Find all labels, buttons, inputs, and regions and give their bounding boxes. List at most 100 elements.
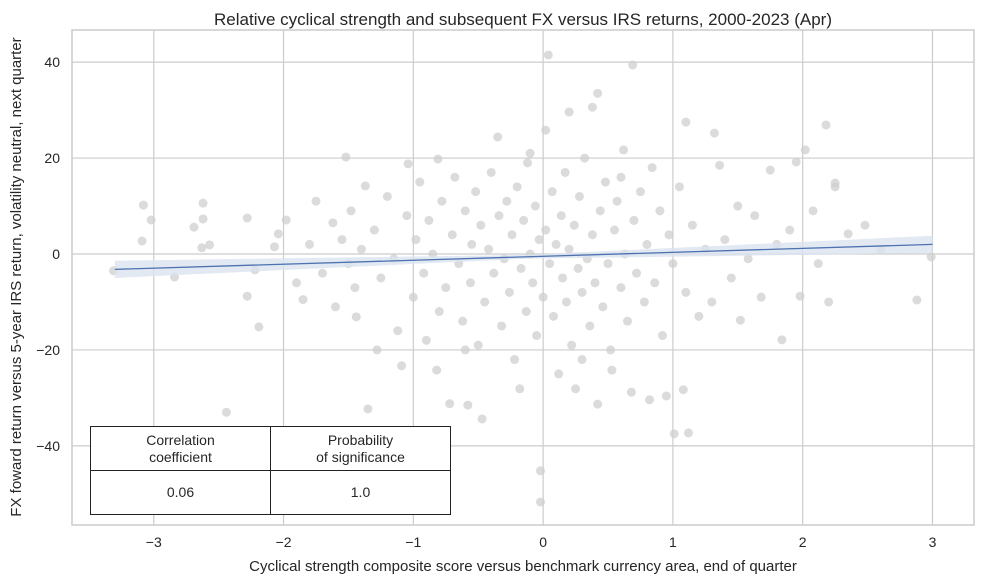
data-point bbox=[254, 322, 264, 332]
y-tick-label: −40 bbox=[36, 438, 60, 454]
data-point bbox=[507, 230, 517, 240]
data-point bbox=[709, 128, 719, 138]
data-point bbox=[534, 235, 544, 245]
data-point bbox=[635, 187, 645, 197]
data-point bbox=[372, 345, 382, 355]
data-point bbox=[532, 331, 542, 341]
data-point bbox=[616, 172, 626, 182]
data-point bbox=[558, 273, 568, 283]
data-point bbox=[146, 215, 156, 225]
data-point bbox=[785, 225, 795, 235]
data-point bbox=[330, 302, 340, 312]
data-point bbox=[494, 211, 504, 221]
data-point bbox=[573, 263, 583, 273]
data-point bbox=[574, 191, 584, 201]
x-tick-label: −3 bbox=[146, 534, 162, 550]
data-point bbox=[519, 215, 529, 225]
data-point bbox=[547, 187, 557, 197]
data-point bbox=[632, 268, 642, 278]
y-axis-label: FX foward return versus 5-year IRS retur… bbox=[8, 37, 25, 516]
data-point bbox=[678, 385, 688, 395]
data-point bbox=[669, 429, 679, 439]
data-point bbox=[351, 312, 361, 322]
data-point bbox=[467, 239, 477, 249]
data-point bbox=[655, 206, 665, 216]
data-point bbox=[516, 263, 526, 273]
y-tick-labels: 40 20 0 −20 −40 bbox=[36, 54, 60, 454]
data-point bbox=[450, 172, 460, 182]
data-point bbox=[476, 220, 486, 230]
data-point bbox=[607, 365, 617, 375]
data-point bbox=[619, 145, 629, 155]
data-point bbox=[445, 399, 455, 409]
y-tick-label: 20 bbox=[44, 150, 60, 166]
data-point bbox=[645, 395, 655, 405]
data-point bbox=[337, 235, 347, 245]
data-point bbox=[912, 295, 922, 305]
data-point bbox=[587, 102, 597, 112]
data-point bbox=[600, 177, 610, 187]
data-point bbox=[616, 283, 626, 293]
data-point bbox=[821, 120, 831, 130]
x-axis-label: Cyclical strength composite score versus… bbox=[249, 558, 797, 575]
data-point bbox=[543, 50, 553, 60]
data-point bbox=[661, 391, 671, 401]
data-point bbox=[541, 125, 551, 135]
data-point bbox=[350, 283, 360, 293]
data-point bbox=[577, 287, 587, 297]
data-point bbox=[471, 187, 481, 197]
data-point bbox=[603, 259, 613, 269]
data-point bbox=[808, 206, 818, 216]
data-point bbox=[242, 291, 252, 301]
x-tick-label: 3 bbox=[929, 534, 937, 550]
data-point bbox=[668, 259, 678, 269]
data-point bbox=[715, 160, 725, 170]
data-point bbox=[694, 311, 704, 321]
data-point bbox=[138, 200, 148, 210]
x-tick-label: 1 bbox=[669, 534, 677, 550]
data-point bbox=[197, 243, 207, 253]
data-point bbox=[408, 292, 418, 302]
data-point bbox=[397, 361, 407, 371]
data-point bbox=[489, 268, 499, 278]
data-point bbox=[639, 297, 649, 307]
data-point bbox=[521, 307, 531, 317]
data-point bbox=[205, 240, 215, 250]
data-point bbox=[510, 355, 520, 365]
data-point bbox=[681, 117, 691, 127]
data-point bbox=[536, 497, 546, 507]
data-point bbox=[707, 297, 717, 307]
data-point bbox=[567, 340, 577, 350]
data-point bbox=[504, 287, 514, 297]
data-point bbox=[545, 259, 555, 269]
data-point bbox=[538, 292, 548, 302]
data-point bbox=[402, 211, 412, 221]
data-point bbox=[460, 345, 470, 355]
data-point bbox=[647, 163, 657, 173]
data-point bbox=[486, 167, 496, 177]
data-point bbox=[569, 220, 579, 230]
data-point bbox=[548, 311, 558, 321]
data-point bbox=[642, 239, 652, 249]
data-point bbox=[593, 399, 603, 409]
data-point bbox=[437, 196, 447, 206]
data-point bbox=[683, 428, 693, 438]
x-tick-labels: −3 −2 −1 0 1 2 3 bbox=[146, 534, 937, 550]
data-point bbox=[393, 326, 403, 336]
data-point bbox=[681, 287, 691, 297]
data-point bbox=[497, 321, 507, 331]
data-point bbox=[571, 384, 581, 394]
data-point bbox=[530, 201, 540, 211]
data-point bbox=[411, 235, 421, 245]
data-point bbox=[800, 145, 810, 155]
y-tick-label: 40 bbox=[44, 54, 60, 70]
data-point bbox=[580, 153, 590, 163]
data-point bbox=[441, 283, 451, 293]
data-point bbox=[460, 206, 470, 216]
data-point bbox=[664, 230, 674, 240]
data-point bbox=[824, 297, 834, 307]
data-point bbox=[609, 225, 619, 235]
data-point bbox=[756, 292, 766, 302]
data-point bbox=[269, 242, 279, 252]
data-point bbox=[415, 177, 425, 187]
